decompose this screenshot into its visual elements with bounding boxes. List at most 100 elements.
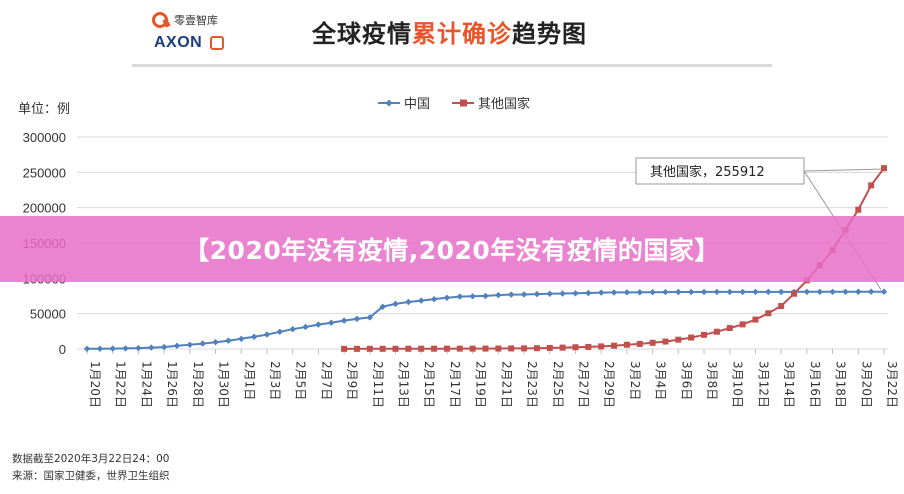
- data-point-1: [701, 331, 708, 338]
- data-point-1: [572, 344, 579, 351]
- data-point-0: [597, 289, 605, 296]
- x-tick-label: 2月21日: [499, 361, 513, 408]
- data-point-0: [392, 300, 399, 308]
- data-point-0: [533, 290, 541, 298]
- series-line-0: [86, 290, 884, 350]
- data-point-0: [135, 344, 142, 352]
- data-point-0: [96, 345, 104, 352]
- data-point-0: [225, 337, 232, 344]
- x-tick-label: 2月9日: [345, 361, 359, 400]
- x-tick-label: 3月20日: [859, 361, 873, 408]
- x-tick-label: 3月22日: [885, 361, 899, 408]
- data-point-0: [160, 343, 168, 351]
- data-point-0: [855, 288, 862, 295]
- x-tick-label: 1月28日: [191, 361, 205, 408]
- x-tick-label: 1月30日: [217, 361, 231, 408]
- data-point-1: [521, 345, 528, 352]
- data-point-0: [289, 326, 296, 333]
- title-highlight: 累计确诊: [412, 20, 512, 48]
- x-tick-label: 2月7日: [319, 361, 333, 400]
- data-point-0: [83, 345, 91, 352]
- y-tick-label-250000: 250000: [23, 165, 66, 180]
- chart-annotation: 其他国家，255912: [635, 157, 882, 290]
- data-point-0: [405, 298, 412, 306]
- data-point-0: [456, 293, 463, 300]
- data-point-0: [482, 292, 489, 300]
- data-source-note: 来源：国家卫健委，世界卫生组织: [12, 470, 170, 482]
- data-point-0: [623, 289, 631, 296]
- data-point-0: [315, 321, 322, 328]
- chart-series-lines: [83, 165, 888, 352]
- data-point-0: [469, 293, 476, 300]
- data-point-1: [508, 345, 515, 352]
- data-point-0: [572, 290, 579, 297]
- data-point-0: [212, 338, 219, 346]
- x-tick-label: 2月25日: [551, 361, 565, 408]
- data-point-0: [379, 303, 386, 310]
- overlay-banner: 【2020年没有疫情,2020年没有疫情的国家】: [0, 216, 904, 282]
- x-tick-label: 2月13日: [397, 361, 411, 408]
- data-point-1: [868, 182, 875, 189]
- data-point-1: [482, 345, 489, 352]
- data-point-0: [765, 288, 772, 296]
- x-tick-label: 3月12日: [756, 361, 770, 408]
- data-point-0: [186, 341, 194, 348]
- x-tick-label: 3月16日: [808, 361, 822, 408]
- x-tick-label: 3月14日: [782, 361, 796, 408]
- x-axis-tick-labels: 1月20日 1月22日 1月24日 1月26日 1月28日 1月30日 2月1日 2月3日 2月…: [86, 349, 899, 408]
- data-point-0: [842, 288, 849, 295]
- data-point-0: [520, 291, 528, 298]
- data-point-1: [392, 345, 399, 352]
- x-tick-label: 2月11日: [371, 361, 385, 408]
- data-point-0: [122, 345, 129, 352]
- data-point-1: [559, 344, 566, 351]
- data-point-0: [687, 288, 695, 296]
- data-point-1: [623, 341, 630, 348]
- data-point-1: [855, 206, 862, 213]
- legend-marker-0: [385, 99, 393, 107]
- y-tick-label-200000: 200000: [23, 201, 66, 216]
- legend-label-0: 中国: [404, 97, 430, 112]
- x-tick-label: 1月22日: [114, 361, 128, 408]
- data-point-0: [739, 288, 746, 296]
- banner-text: 【2020年没有疫情,2020年没有疫情的国家】: [184, 236, 720, 265]
- data-point-1: [662, 338, 669, 345]
- x-tick-label: 1月20日: [88, 361, 102, 408]
- data-point-0: [263, 331, 271, 338]
- data-point-0: [430, 295, 438, 303]
- data-point-0: [829, 288, 836, 296]
- data-point-0: [559, 290, 566, 297]
- data-point-0: [713, 288, 721, 296]
- data-point-0: [610, 289, 618, 296]
- x-tick-label: 3月8日: [705, 361, 719, 400]
- x-tick-label: 3月10日: [731, 361, 745, 408]
- data-point-0: [867, 288, 875, 295]
- data-point-0: [173, 342, 181, 350]
- data-point-0: [816, 288, 823, 296]
- title-part-2: 趋势图: [512, 20, 587, 48]
- page-title: 全球疫情累计确诊趋势图: [312, 14, 587, 49]
- data-point-0: [726, 288, 733, 296]
- data-point-0: [508, 291, 515, 298]
- data-point-0: [636, 289, 643, 296]
- data-point-1: [713, 328, 720, 335]
- data-point-0: [250, 333, 258, 341]
- data-point-0: [366, 314, 374, 321]
- data-point-1: [598, 343, 605, 350]
- x-tick-label: 3月4日: [654, 361, 668, 400]
- data-point-1: [379, 345, 386, 352]
- data-point-1: [778, 303, 785, 310]
- data-point-1: [636, 340, 643, 347]
- data-point-0: [418, 297, 425, 304]
- data-point-0: [675, 288, 682, 296]
- data-point-1: [341, 345, 348, 352]
- data-point-0: [752, 288, 759, 296]
- data-point-0: [353, 315, 361, 323]
- data-point-0: [328, 319, 335, 326]
- data-point-0: [803, 288, 811, 296]
- x-tick-label: 2月17日: [448, 361, 462, 408]
- data-point-0: [199, 340, 206, 347]
- data-point-0: [777, 288, 785, 296]
- data-point-0: [700, 288, 708, 296]
